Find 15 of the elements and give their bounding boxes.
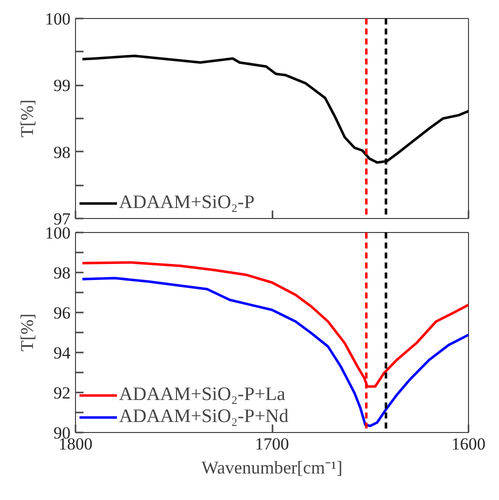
y-tick-label: 94: [54, 344, 71, 362]
y-axis-title: T[%]: [17, 100, 37, 138]
y-tick-label: 98: [54, 264, 70, 282]
y-tick-label: 99: [54, 76, 70, 96]
y-tick-label: 92: [54, 384, 70, 402]
legend-label: ADAAM+SiO₂-P: [119, 192, 255, 214]
y-axis-title: T[%]: [17, 314, 37, 352]
y-tick-label: 96: [54, 304, 70, 322]
y-tick-label: 100: [45, 10, 70, 28]
x-axis-title: Wavenumber[cm⁻¹]: [202, 458, 342, 478]
x-tick-label: 1600: [452, 434, 486, 454]
legend-label: ADAAM+SiO₂-P+Nd: [119, 406, 289, 428]
legend-label: ADAAM+SiO₂-P+La: [119, 384, 286, 406]
y-tick-label: 98: [54, 142, 70, 162]
x-tick-label: 1700: [255, 434, 289, 454]
